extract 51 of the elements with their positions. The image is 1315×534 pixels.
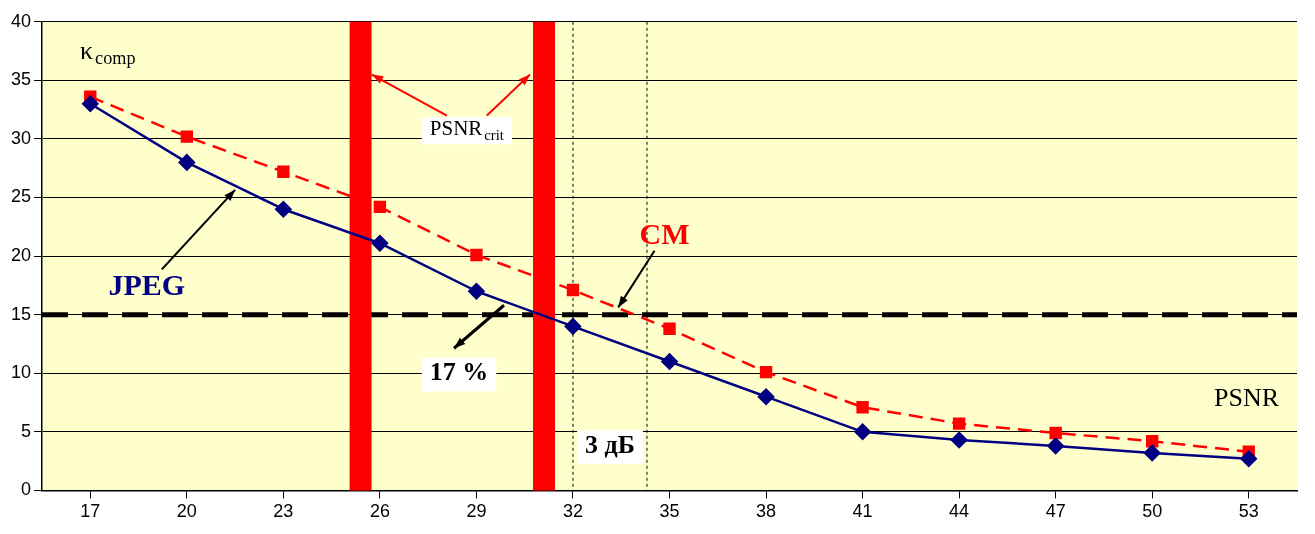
y-tick-label: 30 <box>10 127 32 148</box>
x-tick-label: 38 <box>756 501 777 522</box>
x-tick-label: 17 <box>80 501 101 522</box>
point <box>1047 437 1064 455</box>
x-tick-label: 44 <box>949 501 970 522</box>
x-tick-label: 29 <box>466 501 487 522</box>
y-tick-label: 20 <box>10 245 32 266</box>
point <box>275 200 292 218</box>
annotation: 17 % <box>429 356 489 386</box>
y-tick-label: 35 <box>10 69 32 90</box>
point <box>1049 426 1062 440</box>
point <box>566 283 580 297</box>
y-tick-label: 5 <box>21 420 32 441</box>
point <box>1240 450 1257 468</box>
point <box>950 431 968 449</box>
point <box>371 234 389 252</box>
x-tick-label: 35 <box>659 501 680 522</box>
x-tick-label: 41 <box>852 501 873 522</box>
point <box>757 388 775 405</box>
point <box>663 322 676 335</box>
x-tick-label: 26 <box>369 501 390 522</box>
y-tick-label: 15 <box>10 303 32 324</box>
y-tick-label: 0 <box>21 479 32 500</box>
x-tick-label: 32 <box>562 501 583 522</box>
x-tick-label: 20 <box>176 501 197 522</box>
point <box>468 283 485 300</box>
y-tick-label: 25 <box>10 186 32 207</box>
point <box>661 353 678 370</box>
x-axis-title: PSNR <box>1213 382 1280 412</box>
point <box>178 154 196 171</box>
point <box>856 401 869 414</box>
x-tick-label: 23 <box>273 501 294 522</box>
point <box>952 417 966 430</box>
point <box>854 423 871 441</box>
point <box>180 130 194 143</box>
point <box>1143 444 1161 462</box>
x-tick-label: 53 <box>1238 501 1259 522</box>
y-tick-label: 40 <box>10 10 32 31</box>
annotation: 3 дБ <box>585 429 635 459</box>
point <box>564 318 582 335</box>
y-tick-label: 10 <box>10 362 32 383</box>
text: CM <box>639 217 690 251</box>
point <box>277 165 290 178</box>
text: JPEG <box>108 268 186 302</box>
point <box>82 95 99 113</box>
x-tick-label: 50 <box>1142 501 1163 522</box>
point <box>759 365 773 379</box>
point <box>1145 435 1159 448</box>
x-tick-label: 47 <box>1045 501 1066 522</box>
point <box>470 248 483 262</box>
point <box>373 200 387 214</box>
